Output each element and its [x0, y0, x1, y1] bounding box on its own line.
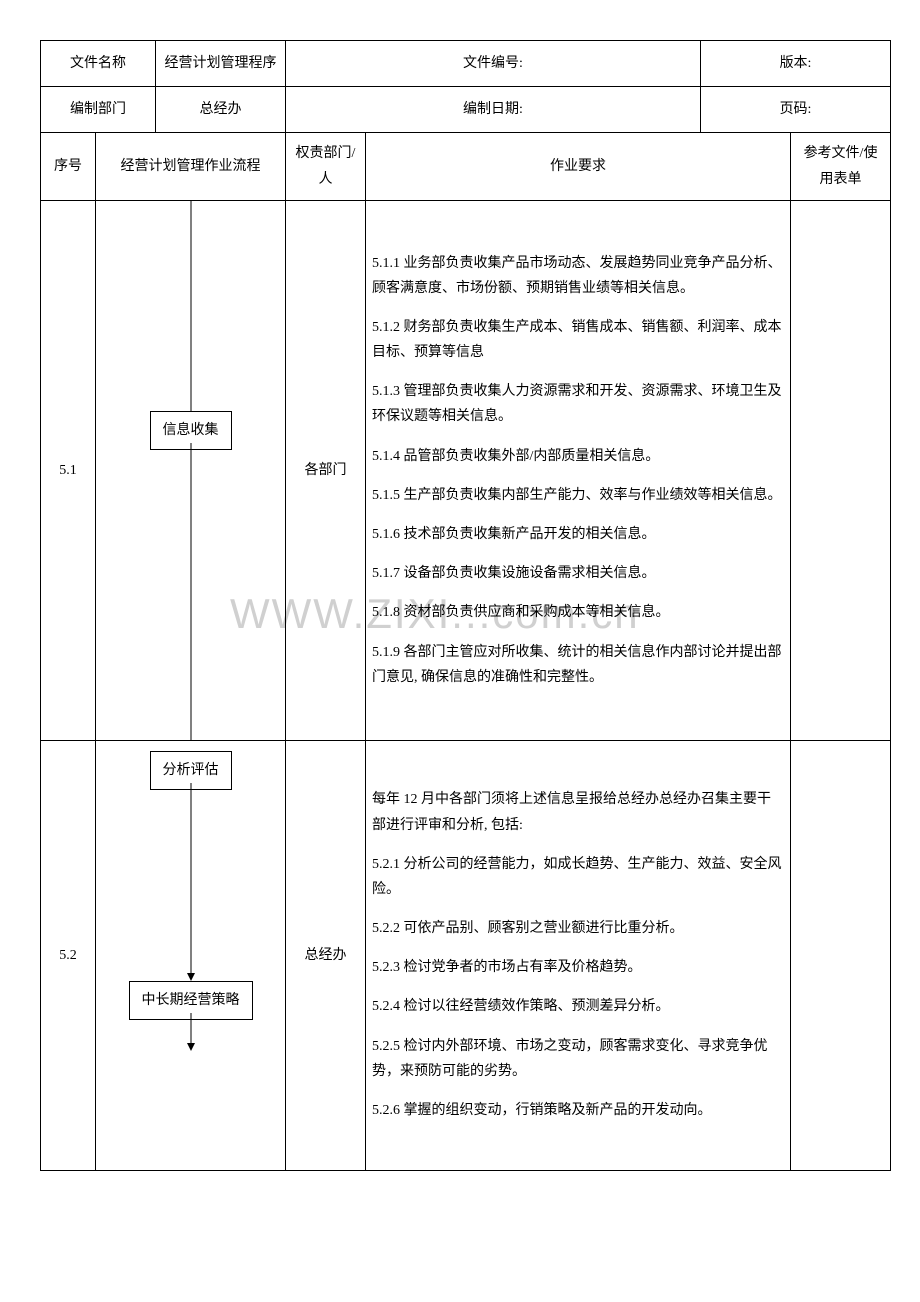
dept-cell: 总经办 — [286, 740, 366, 1170]
req-text: 5.2.6 掌握的组织变动，行销策略及新产品的开发动向。 — [372, 1098, 784, 1123]
seq-cell: 5.1 — [41, 200, 96, 740]
header-label-fileno: 文件编号: — [286, 41, 701, 87]
req-text: 5.1.2 财务部负责收集生产成本、销售成本、销售额、利润率、成本目标、预算等信… — [372, 315, 784, 365]
flow-arrow-icon — [187, 973, 195, 981]
header-row-2: 编制部门 总经办 编制日期: 页码: — [41, 87, 891, 133]
flowchart-cell-5-1: 信息收集 — [96, 200, 286, 740]
header-value-dept: 总经办 — [156, 87, 286, 133]
dept-cell: 各部门 — [286, 200, 366, 740]
req-text: 每年 12 月中各部门须将上述信息呈报给总经办总经办召集主要干部进行评审和分析,… — [372, 787, 784, 837]
requirements-cell: 5.1.1 业务部负责收集产品市场动态、发展趋势同业竞争产品分析、顾客满意度、市… — [366, 200, 791, 740]
table-row: 5.1 信息收集 各部门 5.1.1 业务部负责收集产品市场动态、发展趋势同业竞… — [41, 200, 891, 740]
flow-line — [190, 1013, 191, 1043]
table-row: 5.2 分析评估 中长期经营策略 总经办 每年 12 月中各部门须将上述信息呈报… — [41, 740, 891, 1170]
header-label-version: 版本: — [701, 41, 891, 87]
req-text: 5.1.7 设备部负责收集设施设备需求相关信息。 — [372, 561, 784, 586]
col-header-dept: 权责部门/人 — [286, 133, 366, 200]
ref-cell — [791, 740, 891, 1170]
header-label-page: 页码: — [701, 87, 891, 133]
col-header-req: 作业要求 — [366, 133, 791, 200]
col-header-ref: 参考文件/使用表单 — [791, 133, 891, 200]
req-text: 5.1.1 业务部负责收集产品市场动态、发展趋势同业竞争产品分析、顾客满意度、市… — [372, 251, 784, 301]
flow-line — [190, 201, 191, 411]
req-text: 5.1.6 技术部负责收集新产品开发的相关信息。 — [372, 522, 784, 547]
req-text: 5.1.4 品管部负责收集外部/内部质量相关信息。 — [372, 444, 784, 469]
header-row-1: 文件名称 经营计划管理程序 文件编号: 版本: — [41, 41, 891, 87]
req-text: 5.2.3 检讨党争者的市场占有率及价格趋势。 — [372, 955, 784, 980]
header-label-filename: 文件名称 — [41, 41, 156, 87]
req-text: 5.1.5 生产部负责收集内部生产能力、效率与作业绩效等相关信息。 — [372, 483, 784, 508]
flow-line — [190, 443, 191, 740]
document-table: 文件名称 经营计划管理程序 文件编号: 版本: 编制部门 总经办 编制日期: 页… — [40, 40, 891, 1171]
requirements-cell: 每年 12 月中各部门须将上述信息呈报给总经办总经办召集主要干部进行评审和分析,… — [366, 740, 791, 1170]
ref-cell — [791, 200, 891, 740]
flowchart-cell-5-2: 分析评估 中长期经营策略 — [96, 740, 286, 1170]
header-label-dept: 编制部门 — [41, 87, 156, 133]
col-header-seq: 序号 — [41, 133, 96, 200]
header-label-date: 编制日期: — [286, 87, 701, 133]
req-text: 5.2.1 分析公司的经营能力，如成长趋势、生产能力、效益、安全风险。 — [372, 852, 784, 902]
req-text: 5.2.5 检讨内外部环境、市场之变动，顾客需求变化、寻求竞争优势，来预防可能的… — [372, 1034, 784, 1084]
seq-cell: 5.2 — [41, 740, 96, 1170]
header-value-filename: 经营计划管理程序 — [156, 41, 286, 87]
req-text: 5.1.9 各部门主管应对所收集、统计的相关信息作内部讨论并提出部门意见, 确保… — [372, 640, 784, 690]
req-text: 5.2.4 检讨以往经营绩效作策略、预测差异分析。 — [372, 994, 784, 1019]
col-header-flow: 经营计划管理作业流程 — [96, 133, 286, 200]
req-text: 5.2.2 可依产品别、顾客别之营业额进行比重分析。 — [372, 916, 784, 941]
req-text: 5.1.3 管理部负责收集人力资源需求和开发、资源需求、环境卫生及环保议题等相关… — [372, 379, 784, 429]
flow-line — [190, 783, 191, 973]
flow-arrow-icon — [187, 1043, 195, 1051]
column-header-row: 序号 经营计划管理作业流程 权责部门/人 作业要求 参考文件/使用表单 — [41, 133, 891, 200]
req-text: 5.1.8 资材部负责供应商和采购成本等相关信息。 — [372, 600, 784, 625]
